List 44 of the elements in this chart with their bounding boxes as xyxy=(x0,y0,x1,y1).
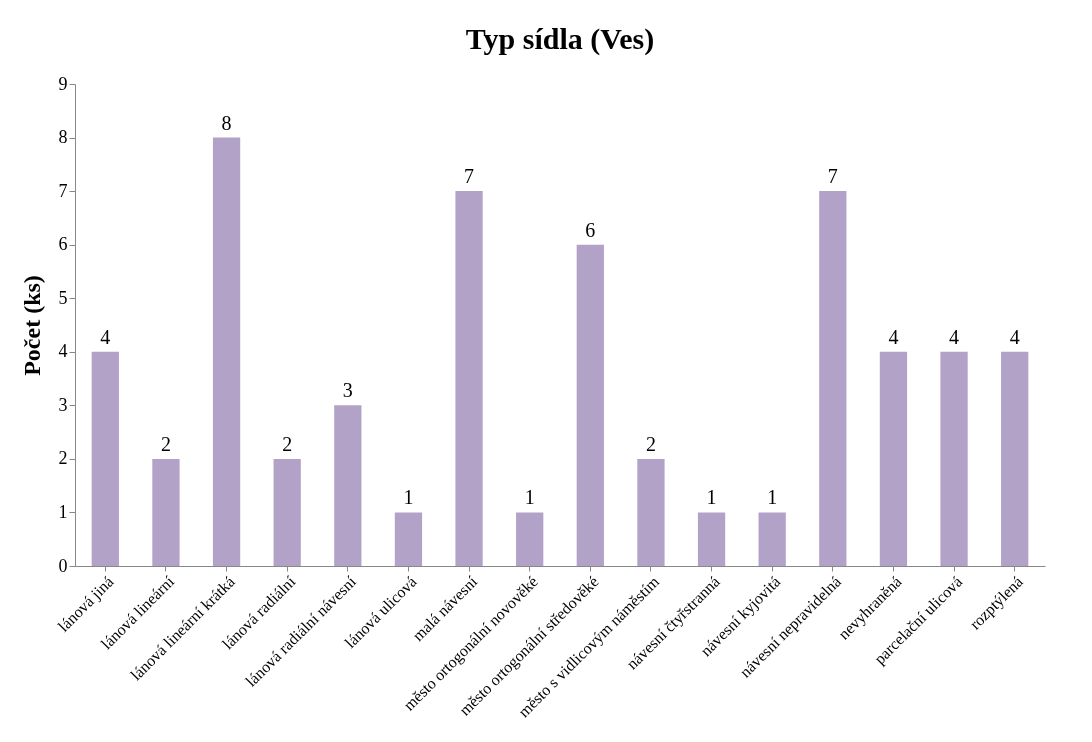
bar xyxy=(637,458,665,566)
chart-title: Typ sídla (Ves) xyxy=(465,22,655,56)
bar xyxy=(152,458,180,566)
y-tick-label: 7 xyxy=(58,180,68,201)
y-tick-label: 9 xyxy=(58,73,68,94)
y-tick-label: 8 xyxy=(58,127,68,148)
bar xyxy=(758,512,786,566)
bar xyxy=(455,191,483,566)
data-label: 1 xyxy=(524,486,535,509)
data-label: 2 xyxy=(160,432,171,455)
y-tick-label: 3 xyxy=(58,394,68,415)
bar xyxy=(334,405,362,566)
y-tick-label: 6 xyxy=(58,234,68,255)
y-tick-label: 0 xyxy=(58,555,68,576)
data-label: 4 xyxy=(100,325,111,348)
data-label: 2 xyxy=(645,432,656,455)
bar xyxy=(940,351,968,566)
y-tick-label: 4 xyxy=(58,341,68,362)
data-label: 2 xyxy=(282,432,293,455)
y-tick-label: 2 xyxy=(58,448,68,469)
bar xyxy=(516,512,544,566)
data-label: 1 xyxy=(403,486,414,509)
bar xyxy=(91,351,119,566)
data-label: 7 xyxy=(464,165,475,188)
bar xyxy=(1001,351,1029,566)
data-label: 1 xyxy=(706,486,717,509)
bar xyxy=(819,191,847,566)
y-axis-title: Počet (ks) xyxy=(18,275,45,376)
y-tick-label: 5 xyxy=(58,287,68,308)
bar xyxy=(273,458,301,566)
data-label: 4 xyxy=(888,325,899,348)
data-label: 6 xyxy=(585,218,596,241)
data-label: 3 xyxy=(342,379,353,402)
data-label: 4 xyxy=(949,325,960,348)
data-label: 7 xyxy=(827,165,838,188)
bar xyxy=(576,244,604,566)
data-label: 4 xyxy=(1009,325,1020,348)
y-tick-label: 1 xyxy=(58,501,68,522)
data-label: 8 xyxy=(221,111,232,134)
bar xyxy=(697,512,726,566)
bar xyxy=(212,137,241,566)
bar xyxy=(394,512,423,566)
data-label: 1 xyxy=(767,486,778,509)
bar xyxy=(879,351,908,566)
